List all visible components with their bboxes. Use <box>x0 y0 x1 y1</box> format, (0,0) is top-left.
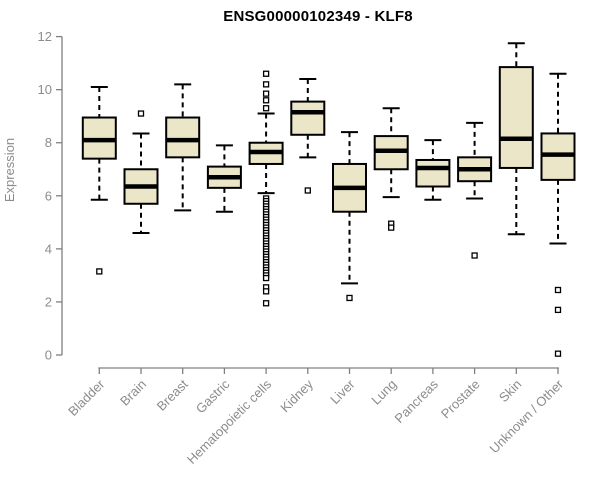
x-axis-label: Liver <box>327 376 358 407</box>
x-axis-label: Gastric <box>193 376 233 416</box>
x-axis-label: Kidney <box>277 376 316 415</box>
boxplot-brain <box>123 110 159 234</box>
outlier-point <box>471 252 478 259</box>
outlier-point <box>554 350 562 357</box>
outlier-point <box>262 288 270 295</box>
boxplot-kidney <box>290 78 326 194</box>
y-tick-label: 2 <box>45 294 52 309</box>
y-tick-label: 4 <box>45 241 52 256</box>
y-axis-title: Expression <box>2 138 17 202</box>
boxplot-lung <box>373 107 409 231</box>
boxplot-pancreas <box>415 139 451 201</box>
outlier-point <box>554 286 562 294</box>
outlier-point <box>262 81 270 88</box>
iqr-box <box>165 116 201 159</box>
outlier-point <box>388 224 395 231</box>
boxplot-gastric <box>206 144 242 213</box>
x-axis-label: Pancreas <box>392 376 442 426</box>
y-tick-label: 8 <box>45 135 52 150</box>
x-axis-label: Prostate <box>438 377 483 422</box>
boxplot-prostate <box>457 121 493 259</box>
boxplot-bladder <box>81 86 117 275</box>
iqr-box <box>290 100 326 136</box>
x-axis-label: Brain <box>117 377 149 409</box>
outlier-point <box>96 268 103 275</box>
outlier-point <box>262 97 270 104</box>
chart-title: ENSG00000102349 - KLF8 <box>223 8 413 25</box>
y-tick-label: 12 <box>38 29 52 44</box>
boxplot-breast <box>165 83 201 212</box>
x-axis-label: Skin <box>496 377 524 405</box>
outlier-point <box>554 306 562 314</box>
boxplot-skin <box>498 42 534 236</box>
y-tick-label: 10 <box>38 82 52 97</box>
outlier-point <box>346 294 353 302</box>
x-axis-label: Lung <box>368 377 399 408</box>
outlier-point <box>262 274 270 282</box>
y-tick-label: 0 <box>45 348 52 363</box>
outlier-point <box>262 105 270 112</box>
x-axis-label: Unknown / Other <box>487 376 567 456</box>
x-axis-label: Breast <box>154 376 191 413</box>
boxplot-unknown-other <box>540 72 576 357</box>
x-axis-label: Bladder <box>65 376 108 419</box>
boxplot-hematopoietic-cells <box>248 70 284 307</box>
outlier-point <box>262 70 270 77</box>
outlier-point <box>262 300 270 307</box>
outlier-point <box>137 110 145 117</box>
y-tick-label: 6 <box>45 188 52 203</box>
iqr-box <box>415 158 451 188</box>
iqr-box <box>498 66 534 169</box>
boxplot-liver <box>332 131 367 302</box>
outlier-point <box>262 90 270 97</box>
outlier-point <box>304 187 311 194</box>
